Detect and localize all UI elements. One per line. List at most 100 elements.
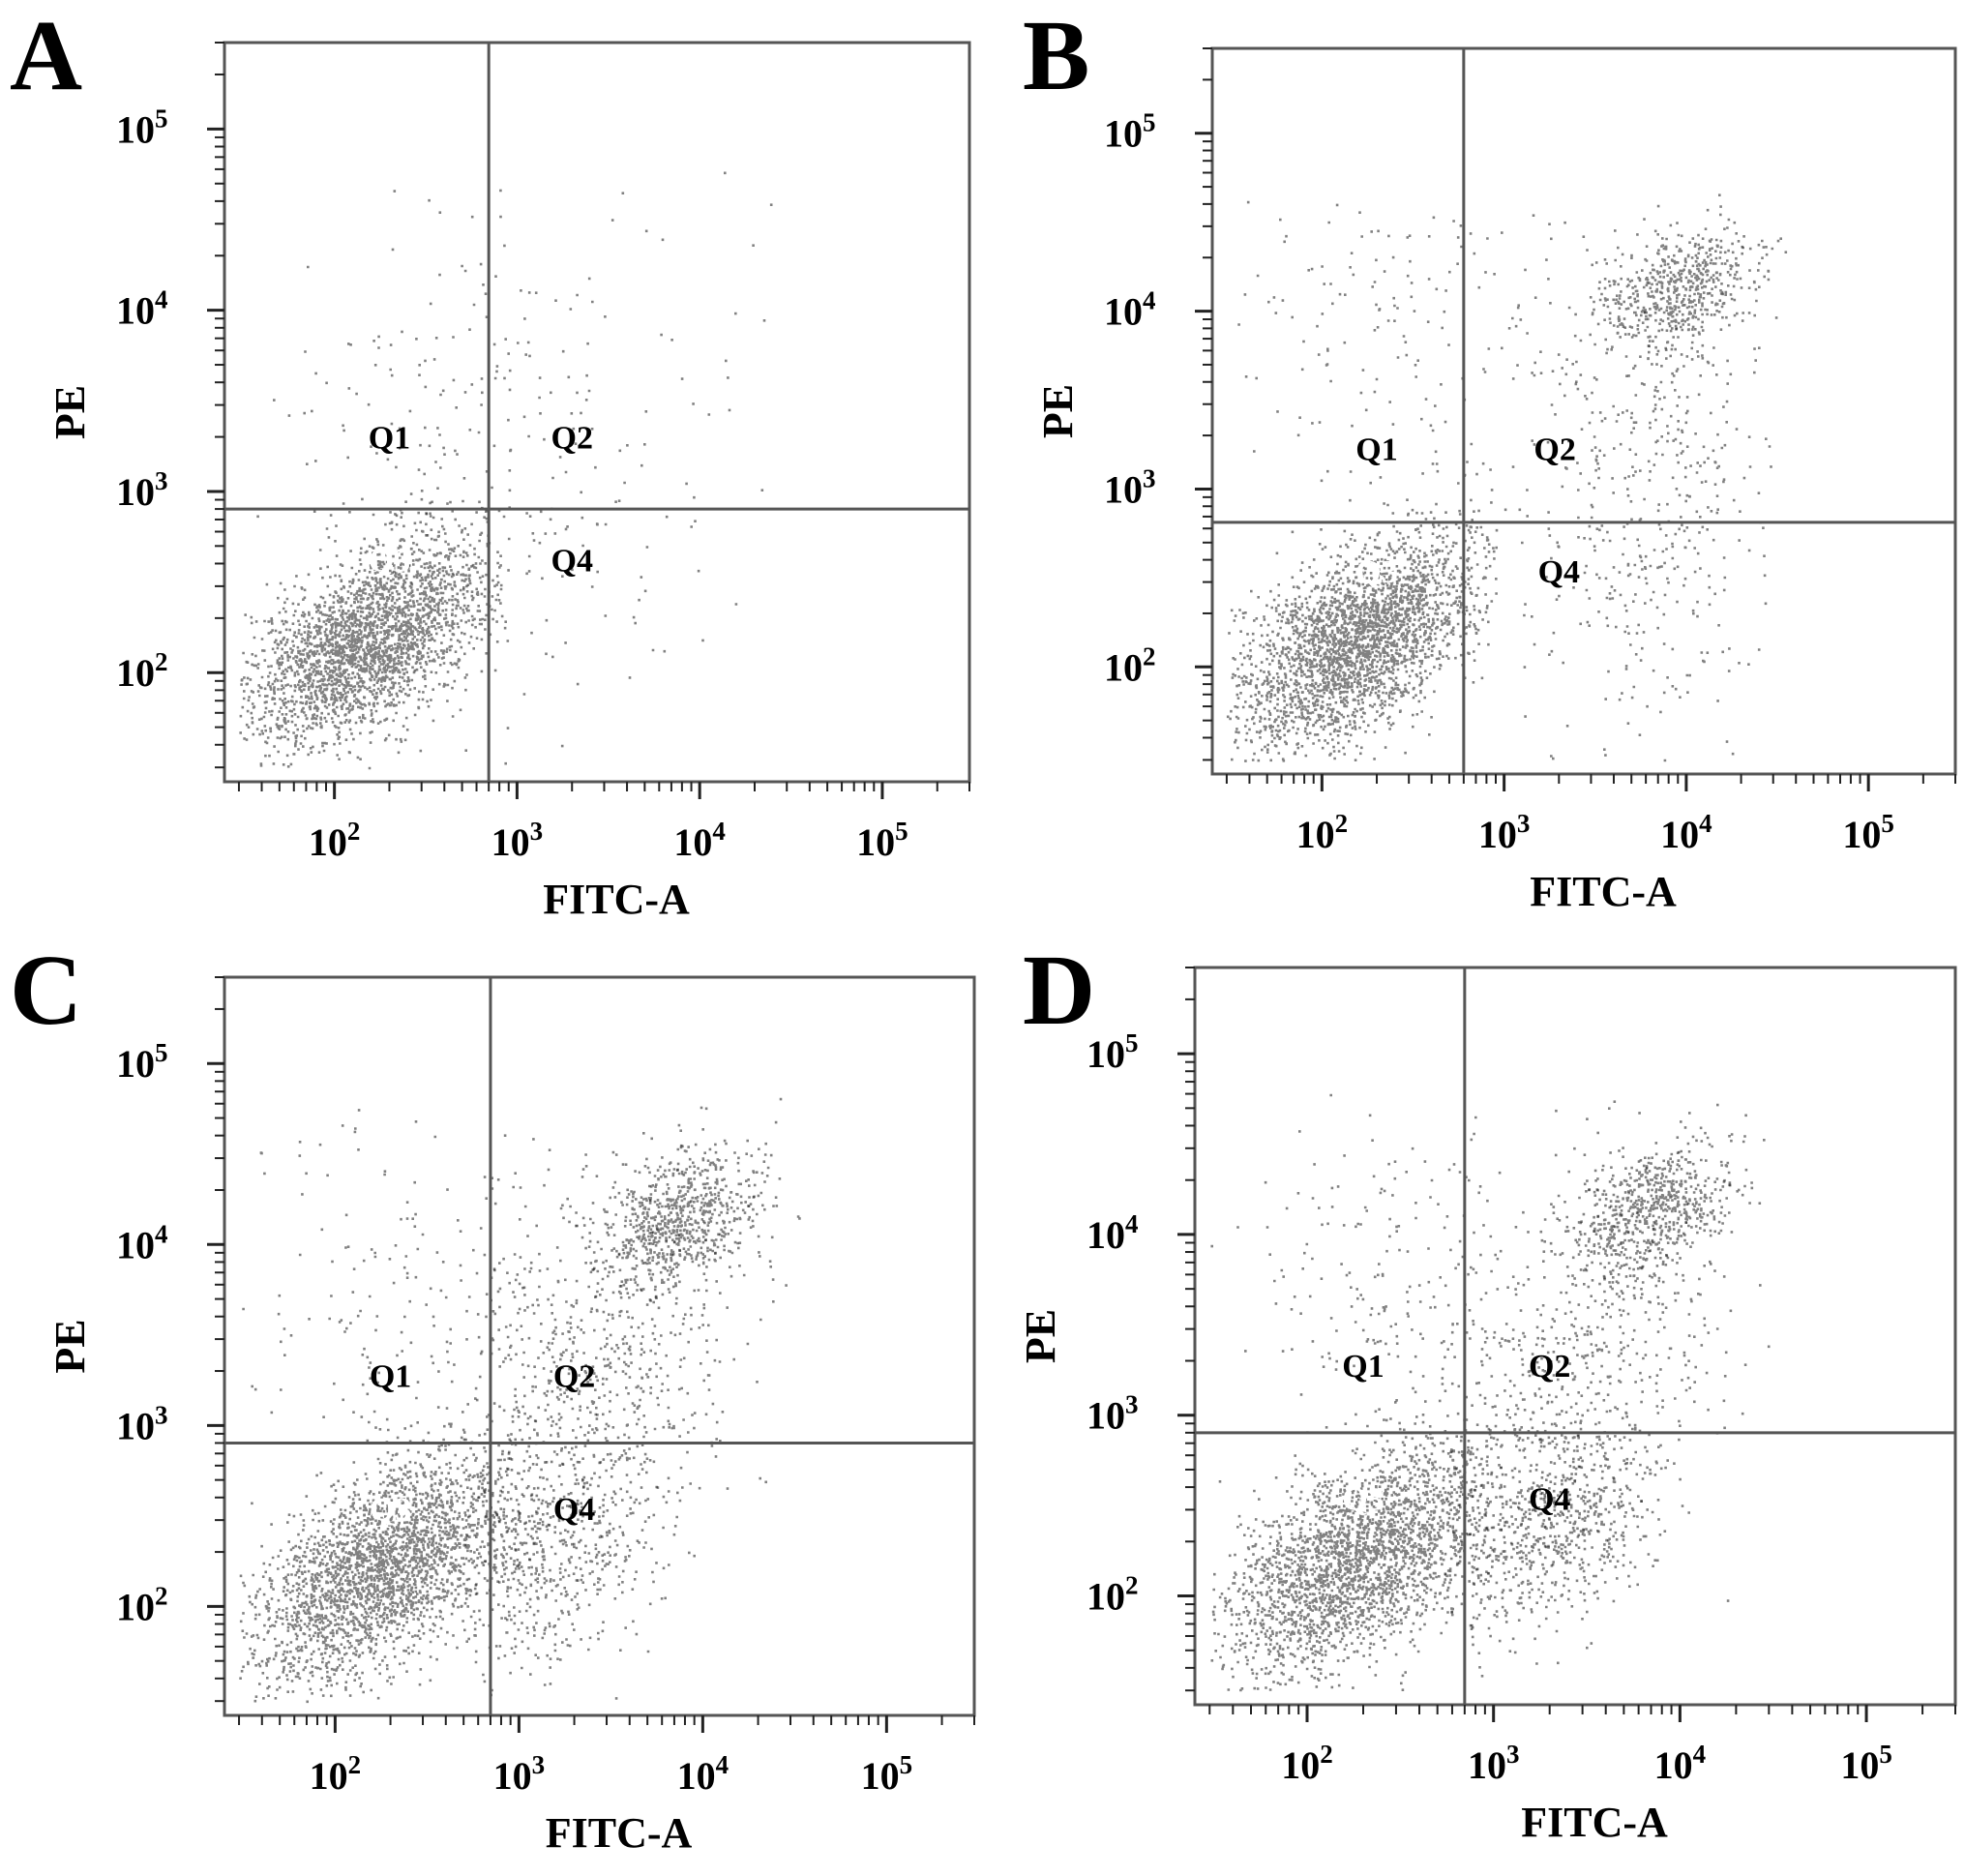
tick-base: 10 [856,820,895,864]
population-3 [465,1106,788,1700]
tick-exponent: 2 [1143,641,1156,670]
y-tick-label: 103 [1087,1390,1139,1438]
population-1-events [1210,1390,1495,1692]
tick-base: 10 [1281,1743,1320,1787]
tick-exponent: 5 [1879,1740,1892,1769]
population-3 [1439,1100,1771,1678]
y-axis-title: PE [1034,384,1082,438]
tick-base: 10 [116,470,155,514]
tick-base: 10 [116,651,155,695]
y-tick-label: 104 [1104,286,1156,334]
x-tick-label: 102 [310,1750,362,1798]
tick-exponent: 3 [155,466,168,495]
tick-base: 10 [116,107,155,151]
quadrant-label-q2: Q2 [1533,432,1575,468]
y-tick-label: 105 [1087,1028,1139,1076]
tick-base: 10 [1104,645,1143,689]
quadrant-label-q2: Q2 [553,1358,595,1394]
tick-exponent: 4 [1143,286,1156,315]
quadrant-label-q2: Q2 [1529,1349,1570,1385]
x-tick-label: 105 [1840,1740,1892,1787]
axis-ticks [1177,967,1956,1722]
tick-exponent: 4 [716,1750,729,1779]
y-tick-label: 102 [116,1581,168,1628]
tick-base: 10 [116,289,155,333]
panel-letter: D [1023,935,1095,1046]
tick-base: 10 [1654,1743,1693,1787]
tick-exponent: 2 [348,1750,362,1779]
population-2 [1561,194,1788,392]
population-4-events [1444,1432,1681,1669]
x-axis-title: FITC-A [543,876,690,923]
population-1-events [239,486,511,770]
tick-exponent: 2 [155,1581,168,1610]
axis-ticks [207,42,970,799]
panel-letter: C [10,935,82,1046]
x-tick-label: 102 [1281,1740,1333,1787]
tick-base: 10 [677,1754,716,1798]
y-tick-label: 102 [1104,641,1156,689]
y-tick-label: 104 [1087,1209,1139,1257]
population-5-events [1210,1093,1581,1434]
plot-frame [1193,966,1957,1707]
tick-base: 10 [1087,1032,1125,1076]
tick-exponent: 4 [1693,1740,1707,1769]
population-3 [256,189,571,544]
tick-exponent: 3 [1125,1390,1139,1419]
tick-base: 10 [491,820,530,864]
tick-base: 10 [116,1585,155,1628]
tick-base: 10 [116,1042,155,1086]
tick-base: 10 [1468,1743,1506,1787]
x-axis-title: FITC-A [1521,1799,1668,1846]
population-1-events [239,1397,521,1704]
tick-exponent: 4 [155,1219,168,1248]
population-2 [390,171,773,765]
quadrant-label-q4: Q4 [1538,554,1580,590]
population-2-events [556,1097,801,1319]
plot-frame [1210,46,1957,776]
quadrant-label-q3: Q3 [1355,554,1397,590]
x-tick-label: 104 [677,1750,729,1798]
tick-base: 10 [309,820,347,864]
population-4 [1444,1432,1681,1669]
tick-base: 10 [1087,1575,1125,1619]
tick-base: 10 [1087,1394,1125,1438]
quadrant-label-q4: Q4 [1529,1481,1570,1517]
scatter-points [239,1097,801,1704]
tick-base: 10 [1104,290,1143,334]
y-tick-label: 105 [1104,108,1156,156]
y-axis-title: PE [46,385,94,439]
tick-exponent: 3 [1506,1740,1520,1769]
panel-letter: B [1023,0,1089,111]
population-2-events [1561,194,1788,392]
tick-exponent: 4 [712,817,726,846]
quadrant-label-q1: Q1 [1342,1349,1384,1385]
x-tick-label: 103 [1478,809,1531,856]
quadrant-label-q4: Q4 [551,543,593,579]
axis-ticks [207,976,975,1733]
tick-base: 10 [116,1223,155,1266]
tick-base: 10 [310,1754,348,1798]
y-tick-label: 102 [116,647,168,695]
tick-exponent: 2 [1125,1571,1139,1600]
population-5 [1210,1093,1581,1434]
tick-base: 10 [1087,1213,1125,1257]
population-2-events [390,171,773,765]
tick-exponent: 5 [1125,1028,1139,1057]
y-tick-label: 103 [116,1400,168,1447]
x-tick-label: 105 [856,817,908,864]
x-tick-label: 104 [1660,809,1712,856]
scatter-points [1226,194,1788,762]
tick-base: 10 [1104,467,1143,511]
tick-exponent: 2 [347,817,361,846]
population-3-events [1439,1100,1771,1678]
y-tick-label: 102 [1087,1571,1139,1619]
quadrant-label-q2: Q2 [551,421,593,457]
population-3-events [1480,204,1772,762]
quadrant-label-q1: Q1 [369,421,410,457]
tick-base: 10 [1296,813,1335,856]
